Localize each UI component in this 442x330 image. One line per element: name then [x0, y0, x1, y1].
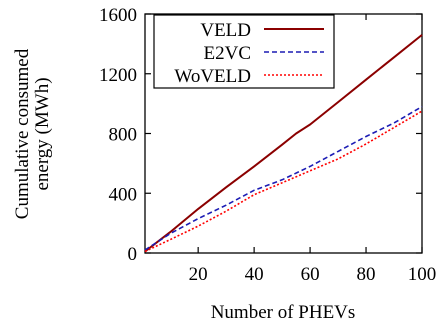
- y-tick-label: 400: [109, 184, 138, 205]
- legend-label-woveld: WoVELD: [174, 66, 251, 87]
- legend-label-e2vc: E2VC: [204, 43, 252, 64]
- y-axis-title-line-1: Cumulative consumed: [12, 48, 33, 219]
- y-axis-title-line-2: energy (MWh): [32, 77, 53, 190]
- x-tick-label: 20: [189, 264, 208, 285]
- x-tick-label: 60: [301, 264, 320, 285]
- x-axis-title: Number of PHEVs: [211, 302, 356, 323]
- series-line-veld: [144, 34, 423, 253]
- x-tick-label: 80: [357, 264, 376, 285]
- legend-label-veld: VELD: [200, 20, 251, 41]
- x-tick-label: 100: [408, 264, 437, 285]
- series-line-e2vc: [144, 105, 423, 251]
- y-tick-label: 1200: [99, 65, 137, 86]
- series-line-woveld: [144, 110, 423, 253]
- y-tick-label: 800: [109, 125, 138, 146]
- y-tick-label: 1600: [99, 5, 137, 26]
- x-tick-label: 40: [245, 264, 264, 285]
- y-tick-label: 0: [128, 244, 138, 265]
